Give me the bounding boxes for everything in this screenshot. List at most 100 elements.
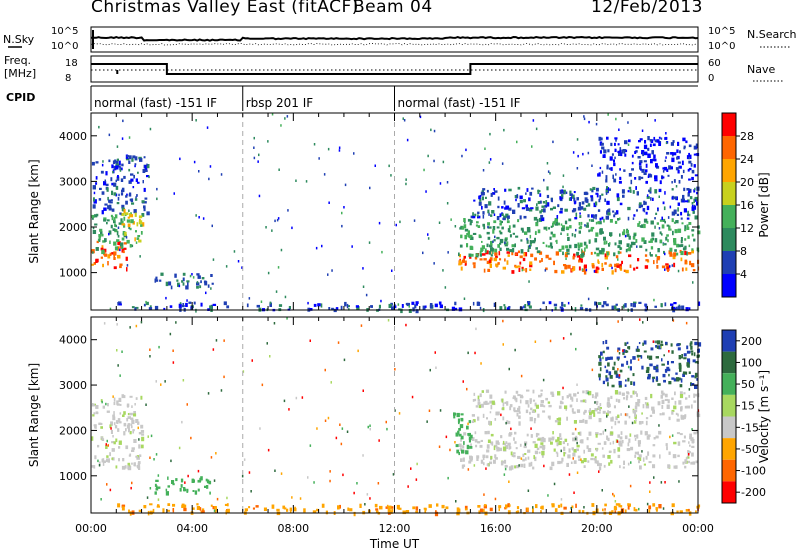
velocity-echo-cell xyxy=(424,509,427,514)
velocity-echo-cell xyxy=(677,454,680,458)
power-echo-cell xyxy=(411,301,415,305)
power-echo-cell xyxy=(515,265,518,269)
power-scatter-dot xyxy=(406,138,409,142)
power-echo-cell xyxy=(531,187,534,190)
power-echo-cell xyxy=(643,208,646,213)
power-scatter-dot xyxy=(501,162,504,165)
power-scatter-dot xyxy=(241,266,243,269)
velocity-echo-cell xyxy=(461,449,465,454)
power-echo-cell xyxy=(95,161,99,164)
power-echo-cell xyxy=(547,245,551,248)
velocity-echo-cell xyxy=(95,405,99,409)
velocity-echo-cell xyxy=(557,504,560,508)
velocity-echo-cell xyxy=(633,381,636,386)
power-echo-cell xyxy=(598,250,603,255)
velocity-echo-cell xyxy=(661,392,665,396)
power-scatter-dot xyxy=(529,244,531,248)
velocity-scatter-dot xyxy=(641,450,643,453)
velocity-scatter-dot xyxy=(415,478,418,481)
power-echo-cell xyxy=(632,241,636,246)
power-scatter-dot xyxy=(253,136,255,140)
power-echo-cell xyxy=(459,244,463,248)
velocity-echo-cell xyxy=(638,444,641,447)
velocity-echo-cell xyxy=(391,506,394,509)
power-echo-cell xyxy=(542,201,545,204)
power-echo-cell xyxy=(121,237,125,241)
power-echo-cell xyxy=(605,240,608,245)
velocity-echo-cell xyxy=(599,407,602,410)
power-echo-cell xyxy=(125,195,128,198)
power-echo-cell xyxy=(560,207,563,211)
velocity-echo-cell xyxy=(338,504,341,509)
power-echo-cell xyxy=(356,306,360,310)
power-echo-cell xyxy=(346,303,349,309)
velocity-echo-cell xyxy=(551,461,555,467)
velocity-echo-cell xyxy=(511,454,514,457)
velocity-echo-cell xyxy=(606,435,609,440)
velocity-echo-cell xyxy=(126,418,129,422)
velocity-echo-cell xyxy=(513,454,516,458)
power-echo-cell xyxy=(518,267,521,272)
freq-blip xyxy=(116,70,119,74)
velocity-scatter-dot xyxy=(560,449,562,453)
velocity-scatter-dot xyxy=(542,378,545,382)
power-echo-cell xyxy=(118,301,122,304)
velocity-echo-cell xyxy=(435,510,437,515)
power-echo-cell xyxy=(601,304,605,308)
power-scatter-dot xyxy=(619,217,621,220)
time-tick-label-0: 00:00 xyxy=(75,522,107,535)
power-echo-cell xyxy=(661,176,665,179)
velocity-scatter-dot xyxy=(678,480,680,483)
velocity-echo-cell xyxy=(482,457,485,460)
velocity-scatter-dot xyxy=(568,473,571,476)
power-scatter-dot xyxy=(280,248,283,252)
velocity-scatter-dot xyxy=(474,351,476,355)
velocity-echo-cell xyxy=(685,397,688,400)
power-echo-cell xyxy=(181,280,184,283)
power-echo-cell xyxy=(601,267,604,271)
velocity-scatter-dot xyxy=(572,457,574,460)
velocity-echo-cell xyxy=(649,414,653,417)
velocity-echo-cell xyxy=(500,435,503,439)
power-echo-cell xyxy=(113,254,115,257)
power-colorbar-label-6: 28 xyxy=(740,130,754,143)
velocity-echo-cell xyxy=(493,445,496,451)
power-echo-cell xyxy=(600,142,604,146)
power-echo-cell xyxy=(313,303,317,307)
velocity-echo-cell xyxy=(633,507,636,512)
velocity-echo-cell xyxy=(673,405,677,410)
power-scatter-dot xyxy=(494,235,496,239)
velocity-echo-cell xyxy=(157,486,161,489)
velocity-echo-cell xyxy=(113,402,116,406)
power-echo-cell xyxy=(677,228,682,233)
power-scatter-dot xyxy=(108,133,111,137)
velocity-echo-cell xyxy=(136,457,140,460)
velocity-echo-cell xyxy=(620,431,623,435)
power-scatter-dot xyxy=(532,119,535,122)
velocity-echo-cell xyxy=(567,454,571,459)
power-echo-cell xyxy=(614,268,617,273)
power-echo-cell xyxy=(539,200,542,204)
velocity-scatter-dot xyxy=(165,488,168,492)
power-echo-cell xyxy=(477,215,481,219)
velocity-echo-cell xyxy=(652,444,656,447)
power-echo-cell xyxy=(523,199,526,203)
power-echo-cell xyxy=(492,192,496,195)
power-echo-cell xyxy=(123,208,126,214)
power-scatter-dot xyxy=(397,303,400,306)
velocity-echo-cell xyxy=(505,504,508,509)
velocity-echo-cell xyxy=(180,484,183,488)
velocity-scatter-dot xyxy=(119,374,121,377)
velocity-echo-cell xyxy=(470,434,473,439)
power-scatter-dot xyxy=(549,172,551,175)
power-echo-cell xyxy=(530,253,534,258)
power-scatter-dot xyxy=(433,262,435,265)
velocity-echo-cell xyxy=(598,377,601,381)
power-echo-cell xyxy=(655,163,658,168)
power-scatter-dot xyxy=(531,145,533,148)
power-echo-cell xyxy=(462,259,465,263)
velocity-echo-cell xyxy=(462,457,465,462)
velocity-echo-cell xyxy=(597,462,600,467)
power-scatter-dot xyxy=(353,152,355,155)
power-scatter-dot xyxy=(615,173,617,176)
